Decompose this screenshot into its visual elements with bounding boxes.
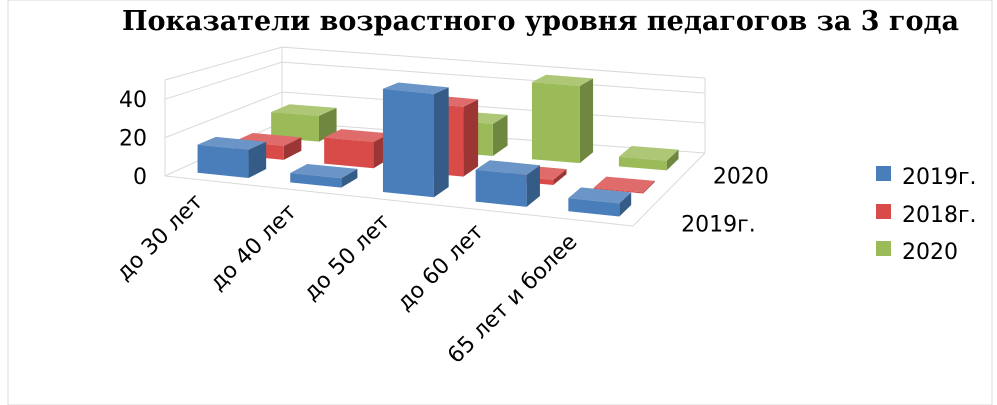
gridline [281,61,706,94]
gridline [281,91,706,124]
legend-swatch-2018 [876,204,891,219]
bar-front [618,156,667,171]
bar-2018г.-65 лет и более [593,176,655,194]
bar-top [593,176,655,193]
legend-label-2019: 2019г. [902,165,977,190]
bar-2019г.-до 30 лет [197,136,267,179]
gridline [281,46,706,79]
bar-front [475,169,527,207]
bars-group [197,74,679,217]
bar-2020-до 30 лет [271,104,337,142]
bar-side [643,180,655,194]
bar-2019г.-до 50 лет [382,82,449,198]
bar-front [382,88,434,198]
bar-side [433,87,449,198]
bar-side [283,137,302,160]
y-tick-label: 20 [119,127,147,152]
y-tick-label: 40 [119,88,147,113]
gridline [164,61,283,100]
bar-side [579,78,594,164]
depth-labels: 2019г. 2020 [681,164,769,237]
legend-swatch-2020 [876,241,891,256]
bar-2020-65 лет и более [618,145,679,171]
category-label: до 30 лет [112,189,208,285]
bar-front [271,111,319,142]
y-axis-ticks: 0 20 40 [119,88,147,190]
bar-front [290,172,342,188]
bar-side [526,165,540,207]
chart-title: Показатели возрастного уровня педагогов … [122,6,959,37]
category-label: до 60 лет [393,219,489,315]
legend-label-2020: 2020 [902,240,958,265]
bar-top [382,82,449,95]
bar-top [197,136,267,150]
bar-front [531,82,580,164]
bar-top [568,187,632,204]
gridline [632,152,706,227]
bar-top [618,145,679,161]
bar-front [593,187,644,194]
depth-label: 2019г. [681,213,756,238]
gridline [164,46,283,81]
category-label: до 50 лет [299,209,395,305]
chart-border [7,0,993,405]
gridline [164,175,634,227]
bar-side [341,168,358,188]
bar-side [463,99,479,177]
bar-side [248,141,267,179]
bar-front [197,144,249,179]
bar-top [324,129,390,143]
y-tick-label: 0 [133,165,147,190]
bar-side [666,149,679,171]
bar-top [531,74,594,87]
bar-top [290,163,358,179]
legend: 2019г. 2018г. 2020 [876,165,977,265]
bar-top [475,160,540,175]
legend-swatch-2019 [876,166,891,181]
bar-side [492,114,508,156]
category-label: до 40 лет [205,199,301,295]
depth-label: 2020 [713,164,769,189]
bar-front [324,137,374,169]
gridline [164,91,283,139]
bar-side [318,107,337,142]
bar-2019г.-65 лет и более [568,187,632,217]
legend-label-2018: 2018г. [902,203,977,228]
bar-side [619,192,632,217]
bar-2019г.-до 40 лет [290,163,358,188]
bar-front [568,198,620,217]
bar-top [271,104,337,116]
bar-side [553,169,567,186]
bar-2018г.-до 40 лет [324,129,390,169]
bar-2020-до 60 лет [531,74,594,164]
chart-walls [164,46,706,227]
bar-2019г.-до 60 лет [475,160,540,207]
